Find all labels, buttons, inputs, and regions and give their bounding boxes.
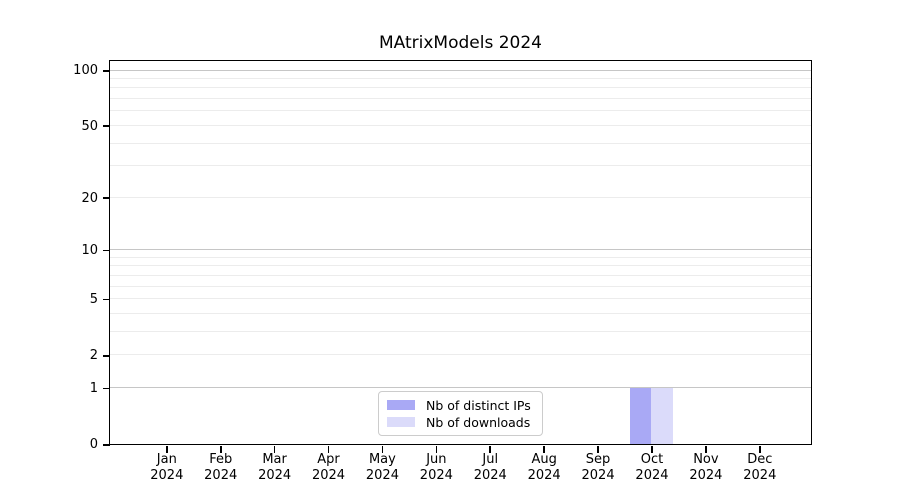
legend-item: Nb of downloads — [387, 414, 533, 430]
gridline — [110, 124, 811, 126]
x-axis-tick-label: Aug 2024 — [514, 452, 574, 483]
gridline — [110, 196, 811, 198]
y-axis-tick-label: 10 — [81, 243, 98, 259]
gridline — [110, 87, 811, 89]
gridline — [110, 142, 811, 144]
gridline — [110, 331, 811, 333]
x-axis-month-label: May — [368, 452, 396, 467]
x-axis-year-label: 2024 — [311, 467, 346, 483]
x-axis-year-label: 2024 — [689, 467, 723, 483]
bar-distinct-ips — [629, 387, 652, 444]
x-axis-tick — [219, 446, 222, 453]
gridline — [110, 387, 811, 389]
x-axis-month-label: Jul — [482, 452, 499, 467]
x-axis-month-label: Jan — [156, 452, 177, 467]
y-axis-tick — [103, 197, 110, 199]
x-axis-tick-label: Jul 2024 — [460, 452, 520, 483]
gridline — [110, 285, 811, 287]
x-axis-year-label: 2024 — [473, 467, 507, 483]
y-axis-tick-label: 1 — [89, 381, 98, 397]
x-axis-tick-label: Oct 2024 — [622, 452, 682, 483]
y-axis-tick — [103, 387, 110, 390]
legend-swatch-distinct-ips — [387, 400, 415, 410]
y-axis-tick — [103, 354, 110, 357]
x-axis-year-label: 2024 — [635, 467, 669, 483]
x-axis-tick — [705, 446, 707, 453]
x-axis-month-label: Sep — [585, 452, 611, 467]
legend-label: Nb of downloads — [426, 414, 531, 430]
y-axis-tick-label: 5 — [89, 292, 98, 308]
x-axis-tick-label: Apr 2024 — [299, 452, 359, 483]
y-axis-tick-label: 20 — [81, 190, 98, 206]
x-axis-tick — [273, 446, 276, 453]
x-axis-month-label: Mar — [262, 452, 287, 467]
legend: Nb of distinct IPs Nb of downloads — [378, 391, 543, 436]
y-axis-tick-label: 2 — [89, 348, 98, 364]
x-axis-tick-label: Sep 2024 — [568, 452, 628, 483]
legend-label: Nb of distinct IPs — [426, 397, 531, 413]
x-axis-tick — [381, 446, 384, 453]
y-axis-tick-label: 100 — [73, 63, 98, 79]
y-axis-tick — [103, 125, 110, 128]
x-axis-year-label: 2024 — [258, 467, 292, 483]
x-axis-month-label: Oct — [640, 452, 664, 467]
x-axis-tick — [759, 446, 761, 453]
x-axis-month-label: Dec — [747, 452, 773, 467]
legend-swatch-downloads — [387, 417, 415, 427]
legend-item: Nb of distinct IPs — [387, 397, 533, 413]
x-axis-tick-label: Feb 2024 — [191, 452, 251, 483]
bar-downloads — [651, 387, 673, 444]
x-axis-tick — [489, 446, 492, 453]
y-axis-tick — [103, 444, 110, 446]
x-axis-year-label: 2024 — [150, 467, 184, 483]
gridline — [110, 110, 811, 112]
x-axis-tick — [166, 446, 168, 453]
gridline — [110, 275, 811, 277]
x-axis-tick-label: Jun 2024 — [406, 452, 466, 483]
x-axis-year-label: 2024 — [581, 467, 615, 483]
plot-area — [109, 60, 812, 445]
x-axis-tick — [327, 446, 330, 453]
x-axis-tick — [435, 446, 438, 453]
y-axis-tick-label: 0 — [89, 437, 98, 453]
gridline — [110, 298, 811, 300]
x-axis-year-label: 2024 — [204, 467, 238, 483]
x-axis-year-label: 2024 — [527, 467, 561, 483]
y-axis-tick — [103, 249, 110, 252]
x-axis-tick — [651, 446, 653, 453]
x-axis-year-label: 2024 — [743, 467, 777, 483]
gridline — [110, 78, 811, 80]
x-axis-month-label: Feb — [209, 452, 233, 467]
x-axis-tick — [597, 446, 599, 453]
x-axis-month-label: Jun — [426, 452, 447, 467]
x-axis-tick — [543, 446, 545, 453]
x-axis-year-label: 2024 — [365, 467, 399, 483]
y-axis-tick — [103, 70, 110, 72]
gridline — [110, 354, 811, 356]
x-axis-month-label: Apr — [317, 452, 340, 467]
gridline — [110, 256, 811, 258]
gridline — [110, 313, 811, 315]
gridline — [110, 265, 811, 267]
x-axis-month-label: Aug — [531, 452, 557, 467]
x-axis-tick-label: Jan 2024 — [137, 452, 197, 483]
x-axis-tick-label: Mar 2024 — [245, 452, 305, 483]
gridline — [110, 69, 811, 71]
chart-title: MAtrixModels 2024 — [378, 33, 542, 53]
x-axis-tick-label: Nov 2024 — [676, 452, 736, 483]
y-axis-tick-label: 50 — [81, 118, 98, 134]
x-axis-month-label: Nov — [693, 452, 719, 467]
x-axis-year-label: 2024 — [419, 467, 453, 483]
gridline — [110, 249, 811, 251]
gridline — [110, 165, 811, 167]
x-axis-tick-label: Dec 2024 — [730, 452, 790, 483]
gridline — [110, 98, 811, 100]
y-axis-tick — [103, 298, 110, 301]
x-axis-tick-label: May 2024 — [352, 452, 412, 483]
